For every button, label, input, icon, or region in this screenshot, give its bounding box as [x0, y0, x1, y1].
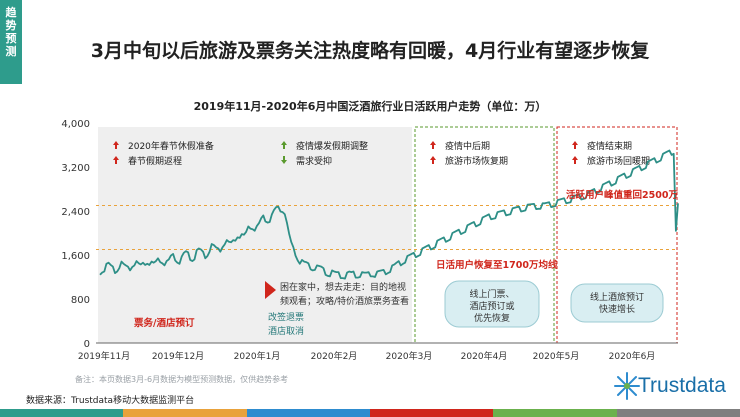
x-tick-label: 2020年2月 [311, 350, 358, 362]
region-3-label-2: 旅游市场恢复期 [445, 155, 508, 167]
period-region-3 [414, 126, 555, 344]
region-1-label-1: 2020年春节休假准备 [128, 140, 214, 152]
bottom-bar-segment [616, 409, 740, 417]
period-region-1 [98, 127, 266, 343]
play-triangle-icon [265, 281, 276, 299]
up-arrow-icon [430, 141, 436, 149]
logo-wordmark: Trustdata [638, 374, 726, 397]
section-tab-char-3: 预 [5, 32, 17, 45]
recovery-annotation: 日活用户恢复至1700万均线 [436, 259, 558, 271]
y-tick-label: 800 [71, 295, 90, 306]
x-tick-label: 2020年6月 [609, 350, 656, 362]
region-2-label-1: 疫情爆发假期调整 [296, 140, 368, 152]
bubble-online-line-2: 快速增长 [599, 303, 635, 315]
region-1-label-2: 春节假期返程 [128, 155, 182, 167]
peak-annotation: 活跃用户峰值重回2500万 [566, 189, 678, 201]
y-tick-label: 2,400 [61, 207, 90, 218]
section-tab-char-4: 测 [5, 45, 17, 58]
refund-annotation-line-2: 酒店取消 [268, 325, 304, 337]
down-arrow-icon [281, 156, 287, 164]
chart-title: 2019年11月-2020年6月中国泛酒旅行业日活跃用户走势（单位：万） [193, 100, 547, 113]
home-annotation-line-1: 困在家中，想去走走：目的地视 [280, 281, 406, 293]
y-tick-label: 0 [84, 339, 90, 350]
bubble-online-growth [570, 283, 664, 323]
y-tick-label: 1,600 [61, 251, 90, 262]
up-arrow-icon [572, 156, 578, 164]
region-2-label-2: 需求受抑 [296, 155, 332, 167]
ticket-annotation: 票务/酒店预订 [133, 317, 195, 329]
bottom-bar-segment [123, 409, 247, 417]
logo-burst-icon [614, 372, 640, 400]
x-tick-label: 2020年4月 [461, 350, 508, 362]
home-annotation-line-2: 频观看；攻略/特价酒旅票务查看 [280, 295, 409, 307]
y-tick-label: 3,200 [61, 163, 90, 174]
bubble-ticket-line-3: 优先恢复 [474, 312, 510, 324]
bottom-color-bar [0, 409, 740, 417]
up-arrow-icon [281, 141, 287, 149]
section-tab: 趋 势 预 测 [0, 0, 22, 84]
bubble-ticket-line-1: 线上门票、 [469, 288, 514, 300]
trustdata-logo: Trustdata [612, 366, 732, 406]
up-arrow-icon [572, 141, 578, 149]
bottom-bar-segment [0, 409, 124, 417]
dau-series-line [99, 149, 679, 280]
page-headline: 3月中旬以后旅游及票务关注热度略有回暖，4月行业有望逐步恢复 [90, 40, 650, 62]
x-tick-label: 2020年3月 [386, 350, 433, 362]
up-arrow-icon [430, 156, 436, 164]
bottom-bar-segment [246, 409, 370, 417]
x-tick-label: 2019年12月 [152, 350, 204, 362]
x-tick-label: 2020年1月 [234, 350, 281, 362]
bubble-ticket-line-2: 酒店预订或 [469, 300, 514, 312]
region-4-label-2: 旅游市场回暖期 [587, 155, 650, 167]
refund-annotation-line-1: 改签退票 [268, 311, 304, 323]
bottom-bar-segment [493, 409, 617, 417]
region-4-label-1: 疫情结束期 [587, 140, 632, 152]
bubble-online-line-1: 线上酒旅预订 [590, 291, 644, 303]
x-tick-label: 2019年11月 [78, 350, 130, 362]
y-tick-label: 4,000 [61, 119, 90, 130]
period-region-2 [266, 127, 412, 343]
footnote: 备注：本页数据3月-6月数据为模型预测数据，仅供趋势参考 [75, 375, 289, 384]
bottom-bar-segment [369, 409, 494, 417]
x-tick-label: 2020年5月 [533, 350, 580, 362]
bubble-ticket-recovery [444, 280, 540, 328]
data-source: 数据来源：Trustdata移动大数据监测平台 [26, 396, 195, 406]
up-arrow-icon [113, 141, 119, 149]
region-3-label-1: 疫情中后期 [445, 140, 490, 152]
section-tab-char-1: 趋 [5, 6, 17, 19]
up-arrow-icon [113, 156, 119, 164]
section-tab-char-2: 势 [5, 19, 17, 32]
